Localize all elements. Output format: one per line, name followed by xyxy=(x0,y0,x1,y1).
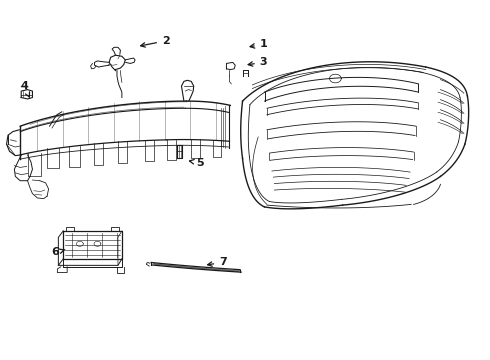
Text: 5: 5 xyxy=(190,158,204,168)
Text: 3: 3 xyxy=(248,57,268,67)
Text: 7: 7 xyxy=(208,257,227,267)
Text: 4: 4 xyxy=(20,81,29,97)
Text: 2: 2 xyxy=(141,36,170,47)
Text: 1: 1 xyxy=(250,40,268,49)
Text: 6: 6 xyxy=(51,247,65,257)
